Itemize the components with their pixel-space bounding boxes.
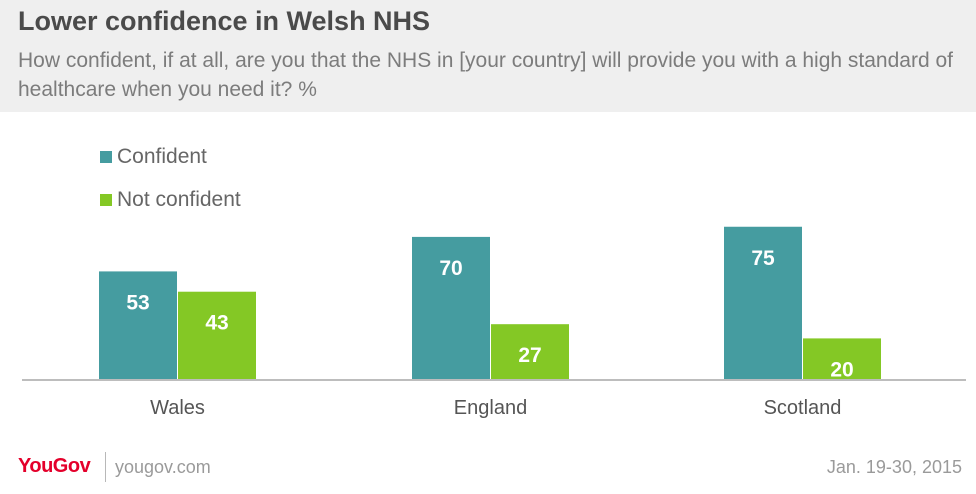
legend-label-confident: Confident [117,145,207,168]
footer-divider [105,452,106,482]
data-label-confident-scotland: 75 [751,247,775,270]
data-label-not-confident-england: 27 [518,344,541,367]
footer-site: yougov.com [115,457,211,477]
category-label-england: England [454,397,527,419]
bar-not-confident-england [491,324,569,379]
legend-swatch-not-confident [100,194,112,206]
bar-chart: 53 43 Wales 70 27 England 75 20 Scotland [22,226,966,419]
data-label-not-confident-wales: 43 [205,312,228,335]
yougov-logo: YouGov [18,455,91,477]
header: Lower confidence in Welsh NHS How confid… [0,0,976,112]
data-label-confident-wales: 53 [126,291,149,314]
bar-confident-scotland [724,226,802,379]
chart-subtitle: How confident, if at all, are you that t… [18,49,953,101]
legend-swatch-confident [100,151,112,163]
category-label-wales: Wales [150,397,205,419]
data-label-not-confident-scotland: 20 [830,358,853,381]
bar-confident-england [412,236,490,379]
footer-date: Jan. 19-30, 2015 [826,457,962,477]
bar-not-confident-wales [178,291,256,379]
data-label-confident-england: 70 [439,257,462,280]
bar-confident-wales [99,271,177,379]
bar-not-confident-scotland [803,338,881,379]
category-label-scotland: Scotland [764,397,842,419]
chart-title: Lower confidence in Welsh NHS [18,6,431,36]
legend-label-not-confident: Not confident [117,188,241,211]
